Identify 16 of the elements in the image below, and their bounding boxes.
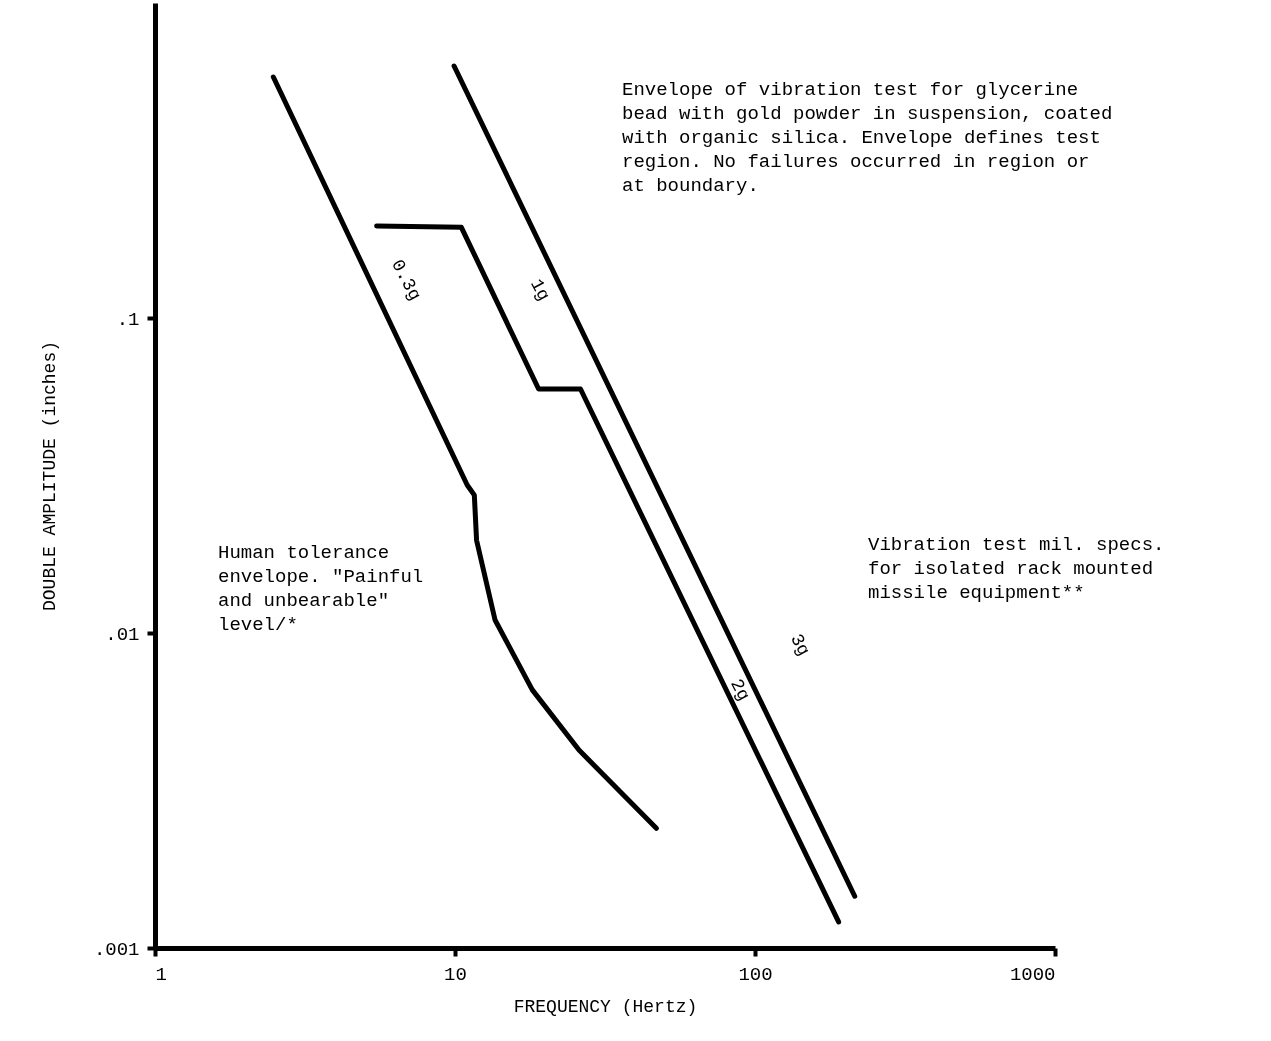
annotation: Vibration test mil. specs. for isolated rack mounted missile equipment** (868, 534, 1165, 604)
y-axis-title: DOUBLE AMPLITUDE (inches) (39, 340, 60, 612)
x-tick-label: 1000 (1009, 963, 1056, 986)
annotation: Envelope of vibration test for glycerine bead with gold powder in suspension, coated with organic silica. Envelope defines test region. No failures occurred in region or at boundary. (622, 79, 1113, 197)
annotation: 1g (526, 275, 554, 305)
annotation: 3g (786, 630, 814, 660)
y-tick-label: .001 (93, 938, 140, 961)
x-axis-title: FREQUENCY (Hertz) (513, 996, 698, 1017)
y-tick-label: .1 (116, 308, 140, 331)
x-tick-label: 100 (738, 963, 773, 986)
annotation: 0.3g (387, 256, 425, 304)
annotation: Human tolerance envelope. "Painful and unbearable" level/* (218, 542, 424, 636)
x-tick-label: 10 (444, 963, 467, 986)
x-tick-label: 1 (155, 963, 167, 986)
y-tick-label: .01 (105, 623, 140, 646)
annotation: 2g (726, 675, 754, 705)
